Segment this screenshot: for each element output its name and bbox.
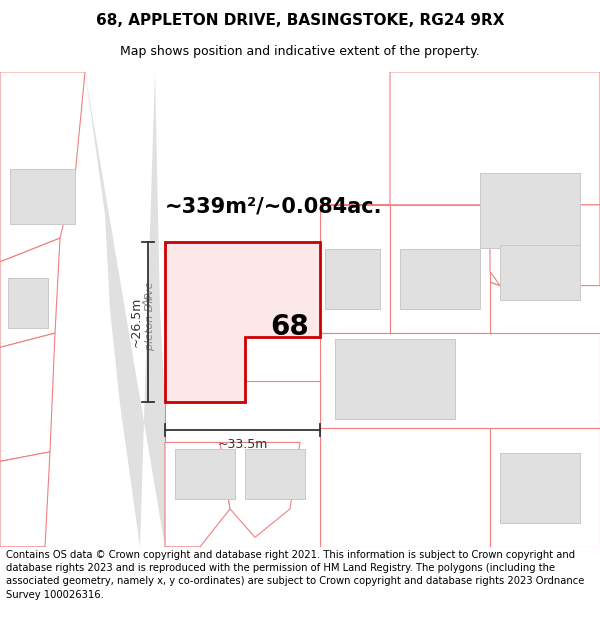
Text: 68: 68 (271, 313, 310, 341)
Polygon shape (0, 238, 60, 348)
Polygon shape (0, 333, 55, 461)
Text: Map shows position and indicative extent of the property.: Map shows position and indicative extent… (120, 45, 480, 58)
Bar (335, 339, 455, 419)
Polygon shape (0, 72, 85, 262)
Text: ~26.5m: ~26.5m (130, 297, 143, 347)
Text: Ap: Ap (144, 292, 154, 308)
Polygon shape (165, 442, 230, 547)
Polygon shape (165, 381, 320, 547)
Text: pleton Drive: pleton Drive (145, 281, 155, 357)
Text: ~33.5m: ~33.5m (217, 438, 268, 451)
Bar (480, 173, 580, 248)
Polygon shape (320, 428, 490, 547)
Bar (10, 169, 75, 224)
Bar (500, 245, 580, 300)
Bar (248, 267, 308, 327)
Bar (8, 278, 48, 328)
Bar (400, 249, 480, 309)
Polygon shape (220, 442, 300, 538)
Polygon shape (490, 428, 600, 547)
Polygon shape (320, 205, 390, 333)
Bar (325, 249, 380, 309)
Text: 68, APPLETON DRIVE, BASINGSTOKE, RG24 9RX: 68, APPLETON DRIVE, BASINGSTOKE, RG24 9R… (96, 12, 504, 28)
Polygon shape (165, 242, 320, 402)
Bar (245, 449, 305, 499)
Text: ~339m²/~0.084ac.: ~339m²/~0.084ac. (165, 197, 383, 217)
Bar (175, 449, 235, 499)
Polygon shape (490, 205, 600, 286)
Bar (500, 453, 580, 523)
Polygon shape (320, 333, 600, 428)
Polygon shape (0, 452, 50, 547)
Bar (172, 257, 237, 327)
Polygon shape (390, 72, 600, 286)
Bar (172, 352, 222, 392)
Polygon shape (85, 72, 165, 547)
Text: Contains OS data © Crown copyright and database right 2021. This information is : Contains OS data © Crown copyright and d… (6, 550, 584, 599)
Polygon shape (390, 205, 490, 333)
Polygon shape (320, 205, 600, 286)
